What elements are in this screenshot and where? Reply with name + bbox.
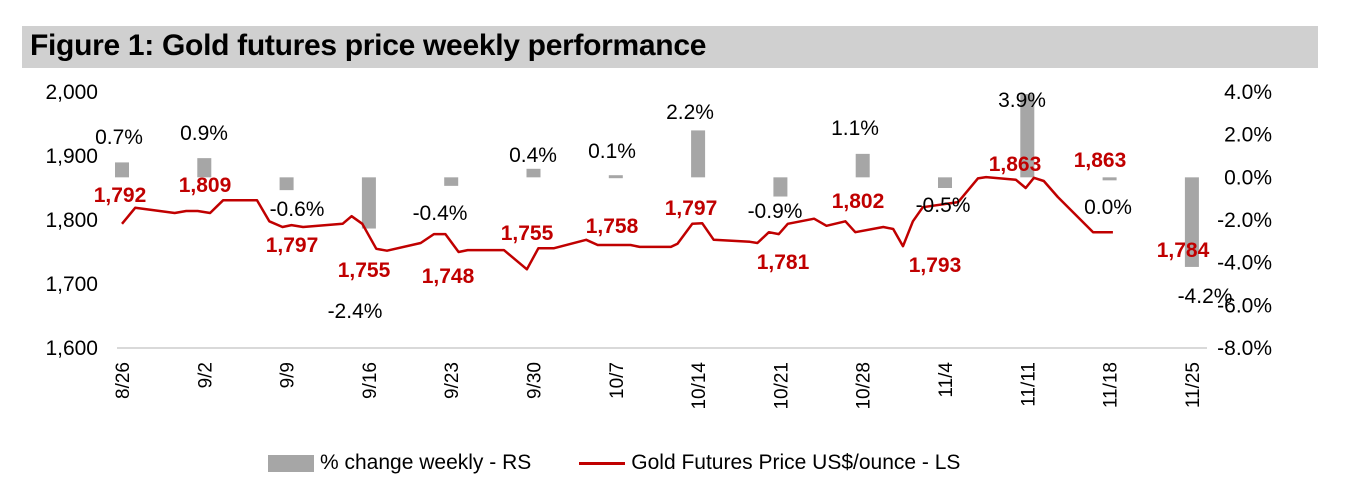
bar-value-label: 1.1% bbox=[831, 117, 879, 140]
price-value-label: 1,797 bbox=[665, 197, 718, 220]
bar-value-label: -2.4% bbox=[328, 300, 383, 323]
left-tick-label: 1,600 bbox=[45, 337, 98, 360]
right-tick-label: 2.0% bbox=[1224, 124, 1272, 147]
bar-value-label: 0.4% bbox=[509, 144, 557, 167]
price-value-label: 1,797 bbox=[266, 234, 319, 257]
right-tick-label: -8.0% bbox=[1217, 337, 1272, 360]
price-value-label: 1,781 bbox=[757, 251, 810, 274]
bar-9/9 bbox=[279, 177, 294, 191]
x-tick-label: 10/7 bbox=[607, 362, 628, 399]
bar-value-label: -0.9% bbox=[748, 200, 803, 223]
line-layer bbox=[121, 175, 1113, 271]
bar-value-label: 0.0% bbox=[1084, 196, 1132, 219]
right-tick-label: -4.0% bbox=[1217, 252, 1272, 275]
legend-item-line: Gold Futures Price US$/ounce - LS bbox=[579, 451, 960, 475]
bar-labels: 0.7% 0.9% -0.6% -2.4% -0.4% 0.4% 0.1% 2.2% -0.9%… bbox=[95, 89, 1232, 323]
x-tick-label: 11/4 bbox=[936, 362, 957, 398]
bar-9/23 bbox=[444, 177, 459, 186]
bar-value-label: 0.7% bbox=[95, 126, 143, 149]
price-value-label: 1,802 bbox=[832, 190, 885, 213]
x-tick-label: 11/25 bbox=[1183, 362, 1204, 408]
legend: % change weekly - RS Gold Futures Price … bbox=[268, 448, 1008, 478]
bar-9/16 bbox=[361, 177, 376, 229]
bar-8/26 bbox=[115, 162, 129, 178]
left-axis-ticks: 1,600 1,700 1,800 1,900 2,000 bbox=[45, 81, 98, 360]
price-value-label: 1,758 bbox=[586, 215, 639, 238]
right-tick-label: 0.0% bbox=[1224, 166, 1272, 189]
right-axis-ticks: -8.0% -6.0% -4.0% -2.0% 0.0% 2.0% 4.0% bbox=[1217, 81, 1272, 360]
price-line bbox=[121, 175, 1113, 271]
x-axis-ticks: 8/26 9/2 9/9 9/16 9/23 9/30 10/7 10/14 10/21 10/2… bbox=[113, 362, 1204, 410]
x-tick-label: 11/18 bbox=[1101, 362, 1122, 408]
bar-9/2 bbox=[197, 158, 212, 178]
right-tick-label: -6.0% bbox=[1217, 294, 1272, 317]
bar-value-label: 0.9% bbox=[180, 122, 228, 145]
bar-9/30 bbox=[526, 168, 541, 178]
right-tick-label: -2.0% bbox=[1217, 209, 1272, 232]
bar-11/25 bbox=[1184, 177, 1199, 267]
bar-11/11 bbox=[1020, 94, 1035, 178]
left-tick-label: 1,700 bbox=[45, 273, 98, 296]
x-tick-label: 9/16 bbox=[360, 362, 381, 399]
price-value-label: 1,809 bbox=[179, 174, 232, 197]
legend-item-bar: % change weekly - RS bbox=[268, 451, 531, 475]
price-value-label: 1,755 bbox=[501, 222, 554, 245]
x-tick-label: 9/9 bbox=[278, 362, 299, 388]
bar-value-label: -0.6% bbox=[270, 198, 325, 221]
bar-10/28 bbox=[855, 153, 870, 178]
x-tick-label: 11/11 bbox=[1018, 362, 1039, 407]
legend-swatch-line bbox=[579, 461, 626, 465]
left-tick-label: 2,000 bbox=[45, 81, 98, 104]
price-value-label: 1,748 bbox=[422, 265, 475, 288]
x-tick-label: 9/2 bbox=[195, 362, 216, 388]
bar-10/14 bbox=[691, 130, 706, 178]
bar-value-label: -0.5% bbox=[916, 194, 971, 217]
x-tick-label: 9/30 bbox=[525, 362, 546, 399]
bar-value-label: 0.1% bbox=[588, 140, 636, 163]
price-value-label: 1,863 bbox=[989, 153, 1042, 176]
x-tick-label: 10/21 bbox=[771, 362, 792, 410]
price-value-label: 1,792 bbox=[94, 184, 147, 207]
bar-value-label: 3.9% bbox=[998, 89, 1046, 112]
legend-label-line: Gold Futures Price US$/ounce - LS bbox=[631, 451, 961, 474]
legend-label-bar: % change weekly - RS bbox=[320, 451, 532, 474]
bar-11/4 bbox=[938, 177, 952, 188]
price-value-label: 1,863 bbox=[1074, 149, 1127, 172]
price-value-label: 1,755 bbox=[338, 259, 391, 282]
chart-title: Figure 1: Gold futures price weekly perf… bbox=[30, 29, 707, 62]
bars-layer bbox=[115, 94, 1199, 267]
bar-value-label: -4.2% bbox=[1178, 285, 1233, 308]
bar-10/7 bbox=[608, 175, 623, 179]
bar-value-label: -0.4% bbox=[413, 202, 468, 225]
x-tick-label: 10/14 bbox=[689, 362, 710, 410]
bar-10/21 bbox=[773, 177, 788, 197]
left-tick-label: 1,900 bbox=[45, 145, 98, 168]
title-bar: Figure 1: Gold futures price weekly perf… bbox=[22, 26, 1318, 68]
x-tick-label: 10/28 bbox=[854, 362, 875, 410]
price-labels: 1,792 1,809 1,797 1,755 1,748 1,755 1,758 1,797… bbox=[94, 149, 1210, 288]
left-tick-label: 1,800 bbox=[45, 209, 98, 232]
price-value-label: 1,793 bbox=[909, 254, 962, 277]
bar-11/18 bbox=[1102, 177, 1117, 181]
x-tick-label: 8/26 bbox=[113, 362, 134, 399]
right-tick-label: 4.0% bbox=[1224, 81, 1272, 104]
price-value-label: 1,784 bbox=[1157, 239, 1210, 262]
legend-swatch-bar bbox=[268, 454, 314, 472]
bar-value-label: 2.2% bbox=[666, 101, 714, 124]
x-tick-label: 9/23 bbox=[442, 362, 463, 399]
